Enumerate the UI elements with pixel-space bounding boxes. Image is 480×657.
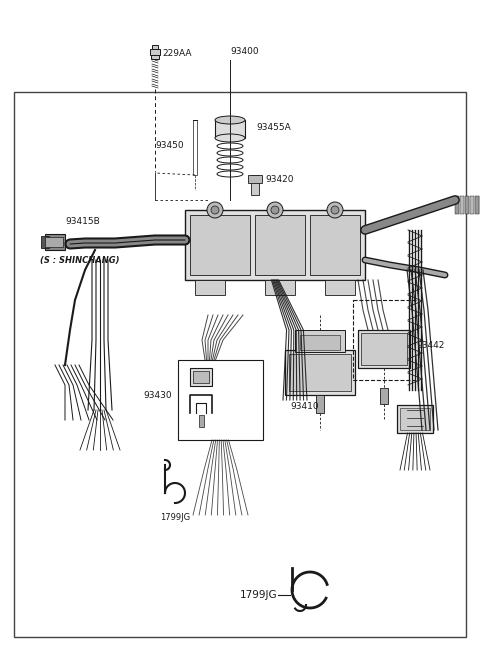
- Bar: [300, 335, 340, 350]
- Circle shape: [331, 206, 339, 214]
- Bar: [289, 354, 351, 391]
- Circle shape: [207, 202, 223, 218]
- Bar: [150, 49, 160, 55]
- Bar: [400, 408, 430, 430]
- Bar: [285, 350, 355, 395]
- Circle shape: [267, 202, 283, 218]
- Bar: [455, 196, 459, 214]
- Bar: [185, 210, 365, 280]
- Bar: [397, 405, 433, 433]
- Bar: [193, 371, 209, 383]
- Bar: [199, 415, 204, 427]
- Circle shape: [271, 206, 279, 214]
- Bar: [215, 120, 245, 138]
- Bar: [295, 330, 345, 352]
- Text: 93420: 93420: [265, 175, 293, 185]
- Text: 93450: 93450: [155, 141, 184, 150]
- Bar: [380, 388, 388, 404]
- Text: (S : SHINCHANG): (S : SHINCHANG): [40, 256, 120, 265]
- Bar: [248, 175, 262, 183]
- Bar: [353, 300, 418, 380]
- Text: 1799JG: 1799JG: [240, 590, 277, 600]
- Bar: [178, 360, 263, 440]
- Bar: [45, 234, 65, 250]
- Bar: [465, 196, 469, 214]
- Text: 93455A: 93455A: [257, 124, 291, 133]
- Bar: [265, 280, 295, 295]
- Bar: [460, 196, 464, 214]
- Bar: [470, 196, 474, 214]
- Text: 93410: 93410: [290, 402, 319, 411]
- Text: 93430: 93430: [143, 390, 172, 399]
- Bar: [193, 120, 197, 175]
- Bar: [316, 395, 324, 413]
- Text: 93442: 93442: [416, 340, 444, 350]
- Bar: [361, 333, 407, 365]
- Bar: [251, 175, 259, 195]
- Bar: [45, 237, 63, 247]
- Bar: [255, 215, 305, 275]
- Text: 93415B: 93415B: [65, 217, 100, 226]
- Text: 93400: 93400: [230, 47, 259, 57]
- Bar: [358, 330, 410, 368]
- Circle shape: [327, 202, 343, 218]
- Bar: [190, 215, 250, 275]
- Bar: [152, 45, 158, 49]
- Ellipse shape: [215, 134, 245, 142]
- Bar: [14, 92, 466, 637]
- Bar: [190, 368, 212, 386]
- Bar: [151, 55, 159, 59]
- Bar: [41, 236, 49, 248]
- Text: 229AA: 229AA: [162, 49, 192, 58]
- Ellipse shape: [215, 116, 245, 124]
- Bar: [310, 215, 360, 275]
- Bar: [325, 280, 355, 295]
- Bar: [475, 196, 479, 214]
- Bar: [195, 280, 225, 295]
- Circle shape: [211, 206, 219, 214]
- Text: 1799JG: 1799JG: [160, 513, 190, 522]
